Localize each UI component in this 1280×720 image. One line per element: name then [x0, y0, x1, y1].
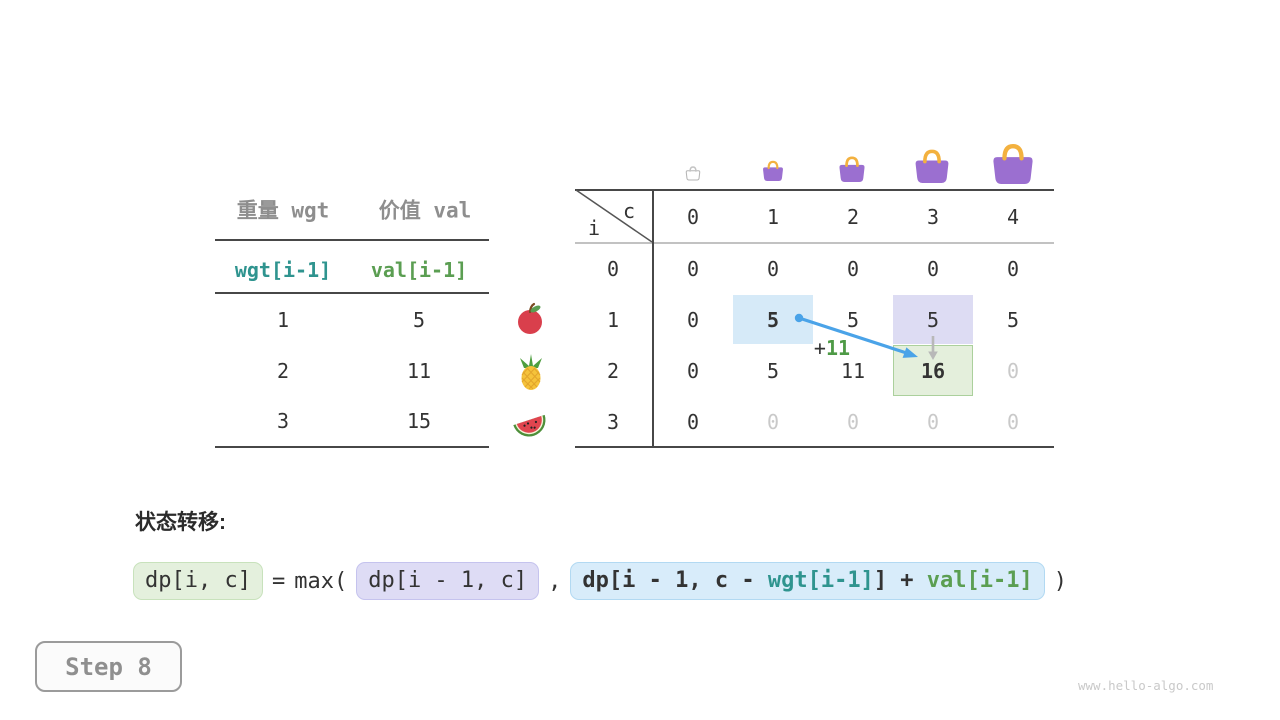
formula-close-paren: ): [1053, 568, 1068, 594]
dp-row-header-1: 1: [606, 307, 620, 332]
dp-cell-2-2: 11: [840, 358, 866, 383]
items-table-header-value: 价值 val: [378, 198, 472, 223]
dp-table-rule-header: [575, 242, 1054, 244]
dp-cell-0-1: 0: [766, 256, 780, 281]
dp-cell-3-2: 0: [846, 409, 860, 434]
dp-cell-2-3: 16: [920, 358, 946, 383]
item-2-weight: 2: [276, 359, 290, 383]
dp-corner-row-var: i: [587, 216, 601, 240]
formula-equals: =: [271, 568, 286, 594]
dp-row-header-0: 0: [606, 256, 620, 281]
formula-comma: ,: [548, 568, 562, 594]
bag-icon-capacity-1: [761, 160, 785, 183]
items-table-rule-top: [215, 239, 489, 241]
dp-table-rule-top: [575, 189, 1054, 191]
dp-col-header-4: 4: [1006, 205, 1020, 229]
item-3-weight: 3: [276, 409, 290, 433]
site-watermark: www.hello-algo.com: [1078, 678, 1214, 693]
dp-cell-1-4: 5: [1006, 307, 1020, 332]
formula-dp-skip-item: dp[i - 1, c]: [356, 561, 540, 601]
dp-cell-0-4: 0: [1006, 256, 1020, 281]
dp-row-headers: 0 1 2 3: [573, 243, 653, 447]
bag-icon-capacity-2: [838, 156, 866, 184]
dp-cell-3-3: 0: [926, 409, 940, 434]
dp-col-header-3: 3: [926, 205, 940, 229]
dp-table-rule-vertical: [652, 189, 654, 448]
bag-icon-capacity-3: [913, 149, 951, 185]
dp-table-body: 0 0 0 0 0 0 5 5 5 5 0 5 11 16 0 0 0 0 0 …: [653, 243, 1053, 447]
dp-column-headers: 0 1 2 3 4: [653, 192, 1053, 242]
dp-cell-2-1: 5: [766, 358, 780, 383]
pineapple-icon: [520, 354, 542, 390]
items-table-rule-mid: [215, 292, 489, 294]
dp-corner-col-var: c: [622, 199, 636, 223]
dp-cell-0-0: 0: [686, 256, 700, 281]
bag-icon-capacity-4: [993, 146, 1032, 184]
dp-cell-0-3: 0: [926, 256, 940, 281]
watermelon-icon: [513, 414, 546, 437]
bag-icon-capacity-0: [685, 166, 701, 181]
dp-cell-3-0: 0: [686, 409, 700, 434]
dp-cell-1-1: 5: [766, 307, 780, 332]
items-table-header-weight: 重量 wgt: [236, 198, 330, 223]
dp-row-header-2: 2: [606, 358, 620, 383]
formula-dp-current: dp[i, c]: [133, 561, 263, 601]
dp-col-header-2: 2: [846, 205, 860, 229]
item-2-value: 11: [406, 359, 432, 383]
dp-cell-2-0: 0: [686, 358, 700, 383]
dp-table-rule-bottom: [575, 446, 1054, 448]
items-table-rule-bottom: [215, 446, 489, 448]
formula-dp-take-item: dp[i - 1, c - wgt[i-1]] + val[i-1]: [570, 561, 1045, 601]
highlight-cell-i1-c3: [893, 295, 973, 344]
dp-col-header-1: 1: [766, 205, 780, 229]
dp-cell-1-0: 0: [686, 307, 700, 332]
items-table-val-expr: val[i-1]: [370, 258, 468, 282]
dp-cell-3-1: 0: [766, 409, 780, 434]
item-1-weight: 1: [276, 308, 290, 332]
step-indicator-button[interactable]: Step 8: [35, 641, 182, 692]
dp-row-header-3: 3: [606, 409, 620, 434]
formula-max-open: max(: [294, 568, 348, 594]
item-3-value: 15: [406, 409, 432, 433]
transition-add-value-label: +11: [813, 336, 851, 360]
dp-cell-3-4: 0: [1006, 409, 1020, 434]
dp-cell-1-3: 5: [926, 307, 940, 332]
state-transition-formula: dp[i, c] = max( dp[i - 1, c] , dp[i - 1,…: [133, 560, 1067, 602]
dp-cell-2-4: 0: [1006, 358, 1020, 383]
state-transition-heading: 状态转移:: [135, 511, 226, 534]
item-1-value: 5: [412, 308, 426, 332]
dp-col-header-0: 0: [686, 205, 700, 229]
dp-cell-0-2: 0: [846, 256, 860, 281]
items-table-wgt-expr: wgt[i-1]: [234, 258, 332, 282]
apple-icon: [518, 302, 542, 334]
